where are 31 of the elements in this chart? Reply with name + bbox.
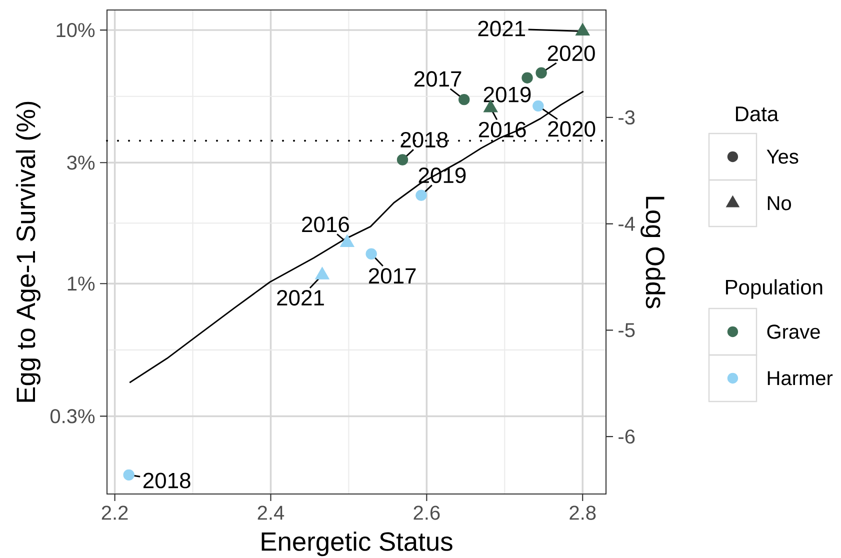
x-tick-label: 2.4 xyxy=(258,506,284,520)
y2-tick-label: -6 xyxy=(618,429,635,444)
y-tick-label: 0.3% xyxy=(50,409,95,424)
y-tick-label: 10% xyxy=(56,22,95,38)
annotation: 2017 xyxy=(368,268,416,284)
x-tick-label: 2.2 xyxy=(102,506,128,520)
legend-title: Population xyxy=(726,279,822,299)
x-tick-label: 2.8 xyxy=(570,506,596,520)
annotation: 2017 xyxy=(414,71,462,87)
y2-axis-title: Log Odds xyxy=(640,196,666,308)
x-tick-label: 2.6 xyxy=(414,506,440,520)
annotation: 2020 xyxy=(548,45,595,62)
text: Yes xyxy=(766,150,798,164)
legend-label: Grave xyxy=(767,324,820,339)
y-tick-label: 3% xyxy=(67,156,95,170)
y2-tick-label: -4 xyxy=(618,216,635,231)
y2-tick-label: -3 xyxy=(618,110,635,125)
annotation: 2021 xyxy=(277,290,324,306)
text: Data xyxy=(736,106,779,122)
annotation: 2018 xyxy=(400,132,448,148)
y-tick-label: 1% xyxy=(68,276,95,291)
annotation: 2021 xyxy=(478,20,526,36)
y2-tick-label: -5 xyxy=(618,323,635,338)
annotation: 2019 xyxy=(484,86,531,102)
legend-label: Harmer xyxy=(768,371,833,386)
annotation: 2016 xyxy=(302,216,349,232)
annotation: 2020 xyxy=(548,121,596,137)
text: No xyxy=(768,196,792,210)
y-axis-title: Egg to Age-1 Survival (%) xyxy=(16,102,40,402)
x-axis-title: Energetic Status xyxy=(262,532,452,556)
annotation: 2018 xyxy=(143,472,190,488)
